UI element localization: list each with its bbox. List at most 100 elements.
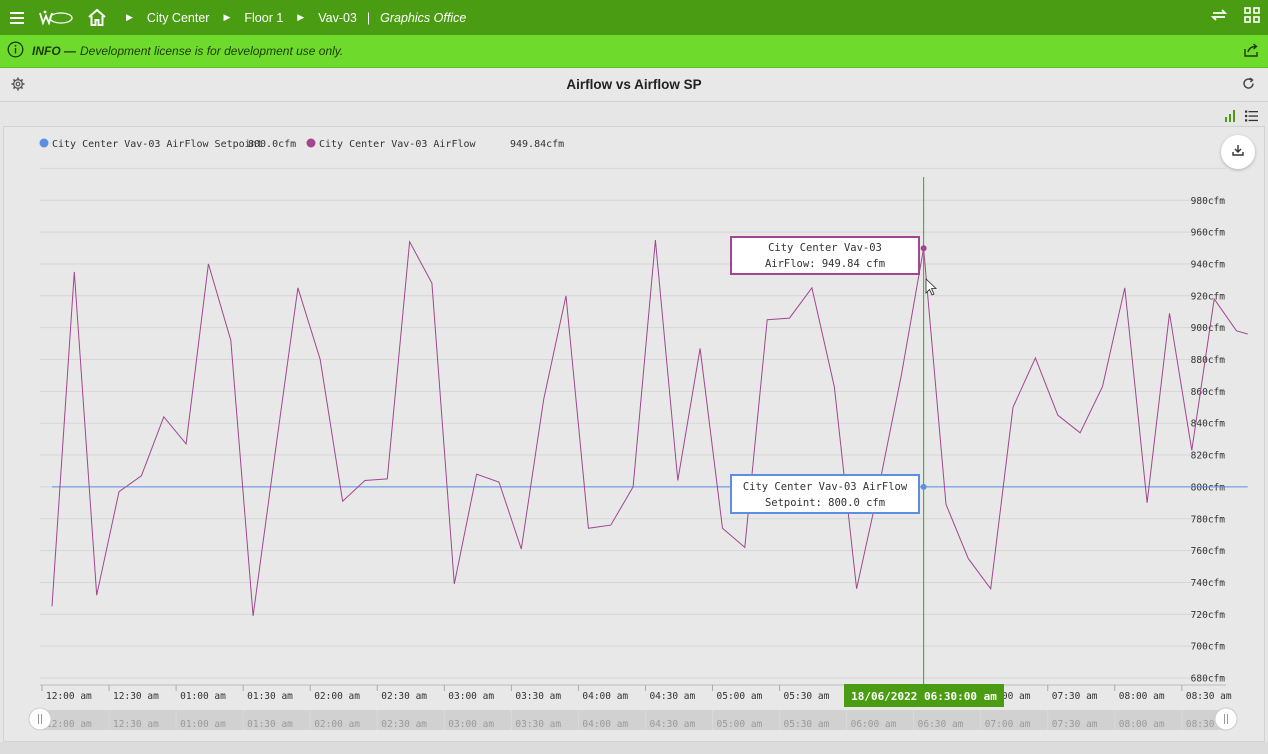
navigator-tick-label: 02:00 am xyxy=(314,719,360,730)
share-icon[interactable] xyxy=(1243,42,1259,61)
info-banner: INFO — Development license is for develo… xyxy=(0,35,1268,68)
chevron-right-icon: ▶ xyxy=(223,12,231,22)
x-tick-label: 08:00 am xyxy=(1119,691,1165,702)
y-tick-label: 800cfm xyxy=(1191,482,1226,493)
chevron-right-icon: ▶ xyxy=(297,12,305,22)
navigator-tick-label: 04:30 am xyxy=(649,719,695,730)
y-tick-label: 920cfm xyxy=(1191,291,1226,302)
navigator-tick-label: 08:30 am xyxy=(1186,719,1232,730)
legend-value-airflow: 949.84cfm xyxy=(510,139,564,150)
sync-icon[interactable] xyxy=(1210,8,1228,27)
x-tick-label: 08:30 am xyxy=(1186,691,1232,702)
menu-icon[interactable] xyxy=(2,0,32,35)
navigator-handle-right[interactable] xyxy=(1214,707,1238,731)
navigator-tick-label: 04:00 am xyxy=(582,719,628,730)
y-tick-label: 840cfm xyxy=(1191,419,1226,430)
y-tick-label: 740cfm xyxy=(1191,578,1226,589)
navigator-tick-label: 03:30 am xyxy=(515,719,561,730)
top-bar: ▶ City Center ▶ Floor 1 ▶ Vav-03 | Graph… xyxy=(0,0,1268,35)
view-switcher xyxy=(0,102,1268,126)
navigator-tick-label: 05:00 am xyxy=(717,719,763,730)
list-icon[interactable] xyxy=(1245,109,1258,127)
breadcrumb-divider: | xyxy=(366,10,371,25)
x-tick-label: 01:00 am xyxy=(180,691,226,702)
y-tick-label: 720cfm xyxy=(1191,610,1226,621)
y-tick-label: 900cfm xyxy=(1191,323,1226,334)
navigator-tick-label: 12:30 am xyxy=(113,719,159,730)
chart-panel: 680cfm 700cfm 720cfm 740cfm 760cfm 780cfm 800c… xyxy=(3,126,1265,742)
legend-swatch-setpoint xyxy=(39,138,49,148)
x-tick-label: 02:30 am xyxy=(381,691,427,702)
logo-icon[interactable] xyxy=(38,0,74,35)
breadcrumb-site[interactable]: City Center xyxy=(146,10,210,25)
navigator-tick-label: 07:00 am xyxy=(985,719,1031,730)
y-tick-label: 680cfm xyxy=(1191,674,1226,685)
setpoint-tooltip: City Center Vav-03 AirFlow Setpoint: 800… xyxy=(730,474,920,514)
x-tick-label: 12:30 am xyxy=(113,691,159,702)
x-tick-label: 04:00 am xyxy=(582,691,628,702)
airflow-tooltip-title: City Center Vav-03 xyxy=(768,242,882,254)
setpoint-tooltip-title: City Center Vav-03 AirFlow xyxy=(743,481,908,493)
grid-icon[interactable] xyxy=(1244,7,1260,28)
breadcrumb-device[interactable]: Vav-03 xyxy=(318,10,357,25)
y-tick-label: 960cfm xyxy=(1191,228,1226,239)
airflow-tooltip: City Center Vav-03 AirFlow: 949.84 cfm xyxy=(730,236,920,275)
navigator-tick-label: 12:00 am xyxy=(46,719,92,730)
y-tick-label: 860cfm xyxy=(1191,387,1226,398)
x-tick-label: 03:00 am xyxy=(448,691,494,702)
info-message: Development license is for development u… xyxy=(80,44,344,58)
gear-icon[interactable] xyxy=(11,77,25,96)
cursor-date-label: 18/06/2022 06:30:00 am xyxy=(844,684,1004,707)
home-icon[interactable] xyxy=(88,9,106,26)
navigator-tick-label: 02:30 am xyxy=(381,719,427,730)
navigator-tick-label: 01:00 am xyxy=(180,719,226,730)
navigator-tick-label: 01:30 am xyxy=(247,719,293,730)
y-tick-label: 760cfm xyxy=(1191,546,1226,557)
chevron-right-icon: ▶ xyxy=(126,12,133,22)
navigator-track[interactable] xyxy=(40,710,1226,730)
navigator-tick-label: 08:00 am xyxy=(1119,719,1165,730)
bar-chart-icon[interactable] xyxy=(1224,109,1236,127)
navigator-tick-label: 06:00 am xyxy=(851,719,897,730)
mouse-pointer-icon xyxy=(925,278,938,296)
y-tick-label: 980cfm xyxy=(1191,196,1226,207)
legend-label-setpoint[interactable]: City Center Vav-03 AirFlow Setpoint xyxy=(52,139,263,150)
x-tick-label: 04:30 am xyxy=(649,691,695,702)
navigator-tick-label: 06:30 am xyxy=(918,719,964,730)
navigator-tick-label: 05:30 am xyxy=(784,719,830,730)
page-title: Airflow vs Airflow SP xyxy=(566,77,702,92)
legend-label-airflow[interactable]: City Center Vav-03 AirFlow xyxy=(319,139,477,150)
airflow-series-line[interactable] xyxy=(51,240,1248,616)
setpoint-cursor-point xyxy=(920,483,927,490)
airflow-cursor-point xyxy=(920,245,927,252)
refresh-icon[interactable] xyxy=(1242,77,1255,95)
y-tick-label: 880cfm xyxy=(1191,355,1226,366)
y-tick-label: 820cfm xyxy=(1191,451,1226,462)
bottom-strip xyxy=(0,742,1268,754)
x-tick-label: 01:30 am xyxy=(247,691,293,702)
x-tick-label: 05:30 am xyxy=(784,691,830,702)
y-tick-label: 940cfm xyxy=(1191,259,1226,270)
download-button[interactable] xyxy=(1221,135,1255,169)
navigator-handle-left[interactable] xyxy=(28,707,52,731)
x-tick-label: 07:30 am xyxy=(1052,691,1098,702)
y-tick-label: 780cfm xyxy=(1191,514,1226,525)
x-tick-label: 02:00 am xyxy=(314,691,360,702)
airflow-tooltip-value: AirFlow: 949.84 cfm xyxy=(765,258,885,270)
x-tick-label: 03:30 am xyxy=(515,691,561,702)
legend-value-setpoint: 800.0cfm xyxy=(248,139,296,150)
info-label: INFO — xyxy=(32,44,76,58)
navigator-tick-label: 07:30 am xyxy=(1052,719,1098,730)
panel-header: Airflow vs Airflow SP xyxy=(0,68,1268,102)
download-icon xyxy=(1232,143,1244,161)
navigator-tick-label: 03:00 am xyxy=(448,719,494,730)
legend-swatch-airflow xyxy=(306,138,316,148)
cursor-date-text: 18/06/2022 06:30:00 am xyxy=(851,690,997,703)
breadcrumb-view[interactable]: Graphics Office xyxy=(380,10,467,25)
airflow-chart[interactable]: 680cfm 700cfm 720cfm 740cfm 760cfm 780cfm 800c… xyxy=(4,127,1266,743)
setpoint-tooltip-value: Setpoint: 800.0 cfm xyxy=(765,497,885,509)
breadcrumb-floor[interactable]: Floor 1 xyxy=(244,10,284,25)
x-tick-label: 05:00 am xyxy=(717,691,763,702)
x-tick-label: 07:00 am xyxy=(985,691,1031,702)
y-tick-label: 700cfm xyxy=(1191,642,1226,653)
